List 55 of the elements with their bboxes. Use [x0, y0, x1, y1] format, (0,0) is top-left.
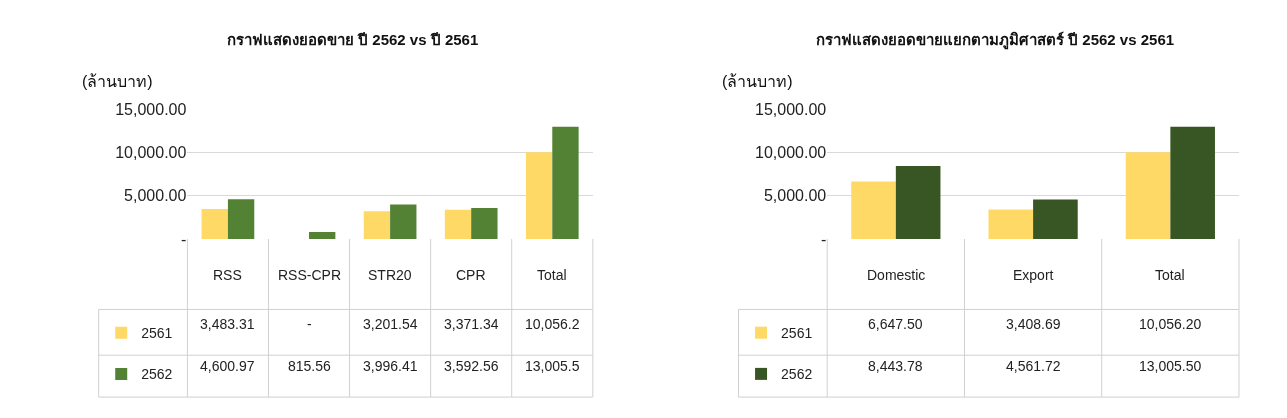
x-tick-label: Total	[1155, 267, 1185, 283]
x-tick-label: RSS-CPR	[278, 267, 342, 283]
y-tick-label: 10,000.00	[115, 144, 187, 162]
data-label: 4,561.72	[1006, 358, 1061, 374]
x-tick-label: Export	[1013, 267, 1054, 283]
bar	[851, 181, 896, 239]
data-label: 13,005.5	[525, 358, 580, 374]
bar	[471, 207, 498, 239]
legend-label: 2561	[781, 325, 813, 342]
y-tick-label: -	[181, 230, 187, 248]
data-label: 10,056.2	[525, 316, 580, 332]
bar	[227, 199, 255, 239]
legend-label: 2562	[141, 366, 173, 383]
data-label: 3,408.69	[1006, 316, 1061, 332]
data-label: -	[307, 316, 312, 332]
bar	[1125, 152, 1171, 239]
chart-title: กราฟแสดงยอดขาย ปี 2562 vs ปี 2561	[227, 31, 479, 48]
x-tick-label: CPR	[456, 267, 486, 283]
bar	[1033, 199, 1078, 239]
legend-label: 2562	[781, 366, 813, 383]
data-label: 3,371.34	[444, 316, 499, 332]
x-tick-label: Domestic	[867, 267, 926, 283]
x-tick-label: Total	[537, 267, 567, 283]
bar	[201, 208, 228, 239]
data-label: 8,443.78	[868, 358, 923, 374]
bar	[309, 231, 336, 239]
data-label: 3,592.56	[444, 358, 499, 374]
bar	[363, 211, 391, 239]
bar	[390, 204, 417, 239]
y-tick-label: 15,000.00	[755, 101, 827, 119]
data-label: 3,201.54	[363, 316, 418, 332]
y-tick-label: -	[820, 230, 827, 248]
bar	[444, 209, 472, 239]
bar	[1170, 126, 1215, 239]
y-tick-label: 5,000.00	[763, 187, 827, 205]
bar	[895, 166, 941, 239]
y-axis-title: (ล้านบาท)	[722, 73, 793, 90]
bar	[988, 209, 1034, 239]
data-label: 4,600.97	[200, 358, 255, 374]
data-label: 815.56	[288, 358, 332, 374]
y-axis-title: (ล้านบาท)	[82, 73, 153, 90]
y-tick-label: 10,000.00	[755, 144, 827, 162]
data-label: 3,483.31	[200, 316, 255, 332]
y-tick-label: 5,000.00	[124, 187, 187, 205]
data-label: 6,647.50	[868, 316, 923, 332]
bar	[525, 152, 553, 239]
bar	[552, 126, 579, 239]
legend-label: 2561	[141, 325, 173, 342]
chart-title: กราฟแสดงยอดขายแยกตามภูมิศาสตร์ ปี 2562 vs 2561	[816, 31, 1175, 50]
data-label: 13,005.50	[1139, 358, 1202, 374]
x-tick-label: STR20	[368, 267, 412, 283]
data-label: 10,056.20	[1139, 316, 1202, 332]
x-tick-label: RSS	[213, 267, 242, 283]
data-label: 3,996.41	[363, 358, 418, 374]
y-tick-label: 15,000.00	[115, 101, 187, 119]
